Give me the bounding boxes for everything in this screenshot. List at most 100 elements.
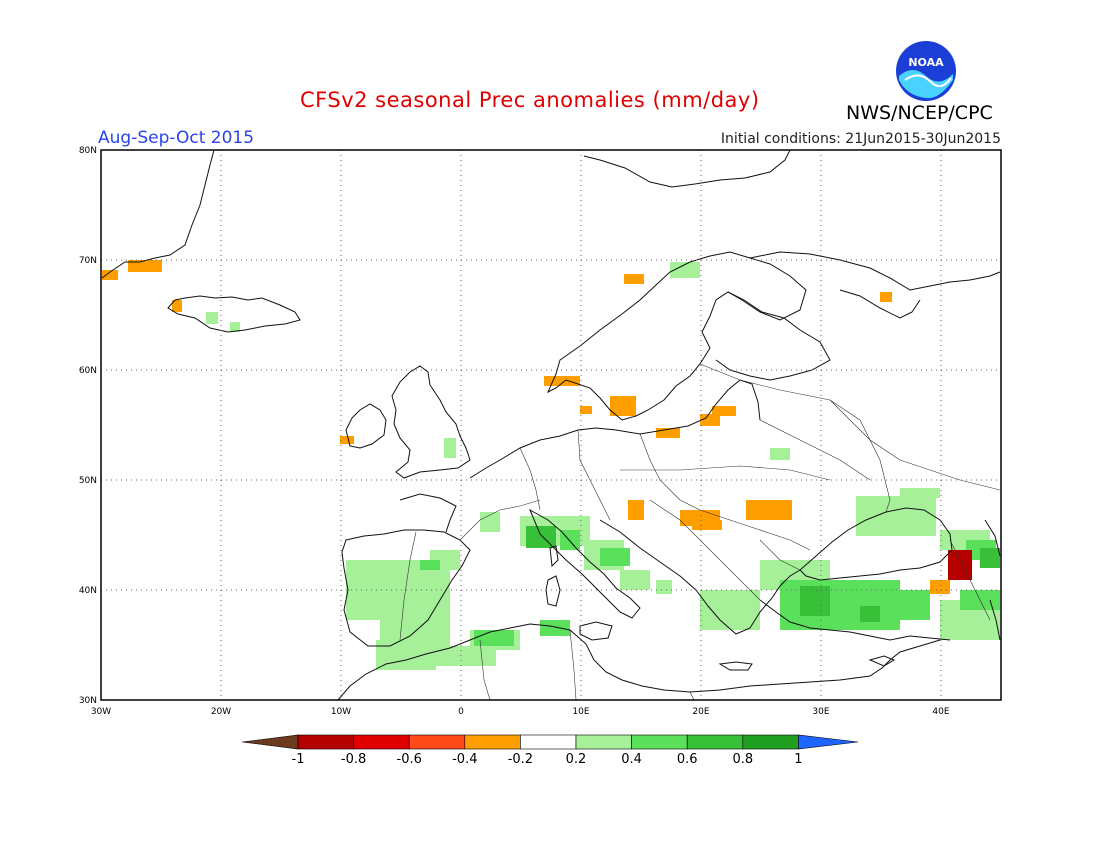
- agency-label: NWS/NCEP/CPC: [846, 102, 993, 124]
- colorbar-box: [686, 734, 744, 750]
- colorbar-label: -0.4: [452, 752, 477, 767]
- coast-balkans: [599, 519, 801, 635]
- colorbar-label: 0.6: [677, 752, 698, 767]
- season-label: Aug-Sep-Oct 2015: [98, 128, 255, 148]
- colorbar-label: 0.2: [566, 752, 587, 767]
- graticule: [101, 150, 1001, 700]
- anomaly-cell: [610, 396, 636, 416]
- lon-tick-label: 30E: [812, 707, 829, 717]
- border-14: [689, 691, 695, 701]
- lon-tick-label: 20E: [692, 707, 709, 717]
- lat-tick-label: 60N: [79, 366, 97, 376]
- anomaly-cell: [856, 496, 936, 536]
- anomaly-cell: [628, 500, 644, 520]
- colorbar-low-arrow: [241, 734, 299, 750]
- lat-tick-label: 80N: [79, 146, 97, 156]
- lon-tick-label: 40E: [932, 707, 949, 717]
- colorbar-label: 1: [794, 752, 802, 767]
- anomaly-cell: [230, 322, 240, 332]
- border-11: [399, 531, 417, 641]
- lon-tick-label: 20W: [211, 707, 231, 717]
- colorbar-box: [575, 734, 632, 750]
- border-3: [577, 429, 611, 521]
- border-10: [949, 539, 991, 621]
- border-8: [649, 499, 761, 601]
- colorbar-box: [631, 734, 688, 750]
- anomaly-cell: [540, 620, 570, 636]
- anomaly-cell: [712, 406, 736, 416]
- colorbar-box: [464, 734, 521, 750]
- anomaly-cell: [700, 414, 720, 426]
- lat-tick-label: 30N: [79, 696, 97, 706]
- coast-sicily: [579, 621, 613, 641]
- coast-italy: [528, 508, 641, 619]
- coast-turkey: [759, 599, 951, 641]
- colorbar-label: -0.2: [508, 752, 533, 767]
- coast-scandinavia: [546, 251, 807, 421]
- border-9: [759, 539, 801, 571]
- border-2: [519, 447, 541, 511]
- lat-tick-label: 50N: [79, 476, 97, 486]
- lon-tick-label: 30W: [91, 707, 111, 717]
- border-1: [459, 499, 541, 541]
- border-15: [829, 399, 1001, 491]
- noaa-logo: NOAA: [896, 41, 956, 101]
- anomaly-cell: [948, 550, 972, 580]
- colorbar-label: -0.8: [341, 752, 366, 767]
- colorbar-box: [742, 734, 799, 750]
- coast-caspian: [984, 519, 1001, 557]
- anomaly-cell: [770, 448, 790, 460]
- lon-tick-label: 10E: [572, 707, 589, 717]
- anomaly-cell: [340, 436, 354, 444]
- border-6: [759, 419, 871, 481]
- anomaly-cell: [670, 262, 700, 278]
- border-12: [479, 639, 491, 701]
- anomaly-cell: [692, 520, 722, 530]
- border-13: [569, 629, 577, 701]
- lon-tick-label: 0: [458, 707, 464, 717]
- lat-tick-label: 40N: [79, 586, 97, 596]
- noaa-logo-text: NOAA: [908, 56, 944, 69]
- coast-kola: [749, 251, 1001, 291]
- coast-white-sea: [839, 289, 921, 319]
- chart-title: CFSv2 seasonal Prec anomalies (mm/day): [300, 88, 760, 112]
- anomaly-cell: [444, 438, 456, 458]
- anomaly-cell: [930, 580, 950, 594]
- colorbar-box: [353, 734, 410, 750]
- coast-ireland: [345, 403, 387, 449]
- coast-greenland: [101, 149, 215, 279]
- anomaly-cell: [656, 428, 680, 438]
- coast-finland: [715, 291, 831, 381]
- anomaly-cell: [580, 406, 592, 414]
- colorbar-high-arrow: [798, 734, 859, 750]
- coast-iceland: [167, 295, 301, 333]
- anomaly-cell: [656, 580, 672, 594]
- anomaly-cell: [746, 500, 792, 520]
- longitude-labels: 30W 20W 10W 0 10E 20E 30E 40E: [91, 707, 950, 717]
- coast-svalbard: [583, 149, 791, 188]
- coast-iberia: [341, 529, 471, 647]
- anomaly-cell: [900, 488, 940, 498]
- anomaly-cell: [620, 570, 650, 590]
- lon-tick-label: 10W: [331, 707, 351, 717]
- coast-britain: [391, 365, 471, 479]
- lat-tick-label: 70N: [79, 256, 97, 266]
- colorbar-label: 0.4: [621, 752, 642, 767]
- colorbar-label: 0.8: [732, 752, 753, 767]
- coast-cyprus: [868, 655, 896, 667]
- latitude-labels: 30N 40N 50N 60N 70N 80N: [79, 146, 97, 706]
- anomaly-cell: [480, 512, 500, 532]
- coast-france: [399, 493, 457, 533]
- anomaly-cell: [544, 376, 580, 386]
- colorbar-box: [297, 734, 354, 750]
- anomaly-cell: [860, 606, 880, 622]
- anomaly-cell: [980, 548, 1000, 568]
- coast-caspian-lower: [989, 599, 1001, 641]
- anomaly-cell: [420, 560, 440, 570]
- coast-corsica: [549, 545, 559, 568]
- colorbar-label: -1: [292, 752, 305, 767]
- border-4: [639, 433, 811, 551]
- anomaly-cell: [700, 590, 760, 630]
